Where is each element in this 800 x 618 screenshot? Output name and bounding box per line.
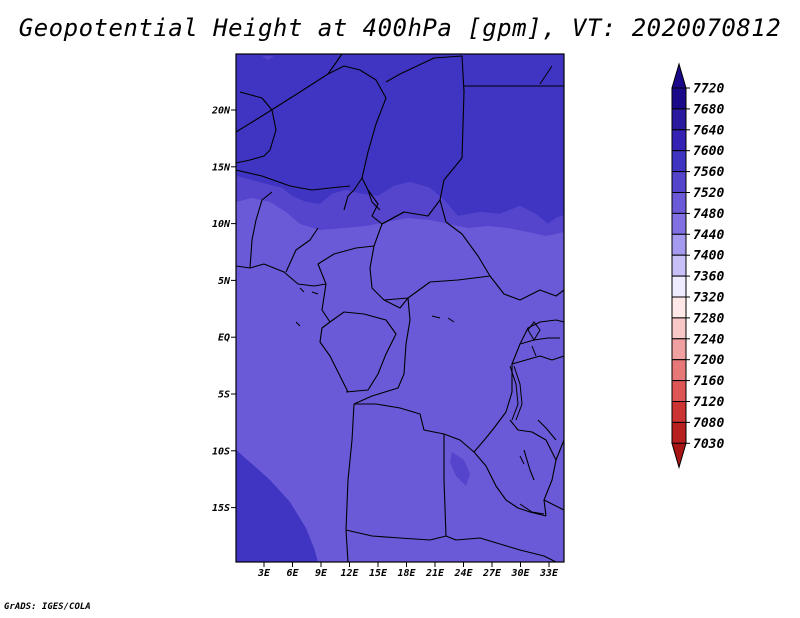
colorbar-label: 7680 xyxy=(693,102,724,117)
country-borders xyxy=(235,53,565,563)
colorbar-label: 7480 xyxy=(693,207,724,222)
colorbar-segment xyxy=(671,380,687,403)
colorbar-segment xyxy=(671,401,687,423)
colorbar-label: 7720 xyxy=(693,82,724,97)
colorbar-segment xyxy=(671,87,687,110)
colorbar-segment xyxy=(671,212,687,235)
height-band-7640-north xyxy=(236,54,564,224)
lat-tick-label: 15N xyxy=(212,162,231,173)
colorbar-segment xyxy=(671,233,687,256)
colorbar-label: 7030 xyxy=(693,437,724,452)
colorbar-top-arrow xyxy=(671,62,687,89)
lat-tick-label: 15S xyxy=(212,503,230,514)
map-panel xyxy=(235,53,565,563)
lon-tick-label: 15E xyxy=(369,568,388,579)
latitude-axis: 20N 15N 10N 5N EQ 5S 10S 15S xyxy=(211,106,236,514)
colorbar-segment xyxy=(671,421,687,444)
lat-tick-label: 10N xyxy=(212,219,231,230)
lon-tick-label: 21E xyxy=(425,568,445,579)
colorbar-segment xyxy=(671,192,687,214)
lon-tick-label: 27E xyxy=(482,568,502,579)
colorbar-label: 7440 xyxy=(693,228,724,243)
colorbar-label: 7320 xyxy=(693,291,724,306)
height-band-7600-spot xyxy=(450,452,470,486)
lon-tick-label: 6E xyxy=(286,568,299,579)
colorbar-segment xyxy=(671,254,687,277)
height-band-7600-top-edge xyxy=(262,56,274,60)
lon-tick-label: 3E xyxy=(257,568,271,579)
colorbar-segment xyxy=(671,171,687,194)
colorbar-label: 7080 xyxy=(693,416,724,431)
lon-tick-label: 33E xyxy=(539,568,559,579)
lon-tick-label: 24E xyxy=(453,568,473,579)
colorbar-label: 7600 xyxy=(693,144,724,159)
lon-tick-label: 12E xyxy=(340,568,359,579)
colorbar-segment xyxy=(671,296,687,319)
colorbar-segment xyxy=(671,338,687,361)
colorbar-label: 7240 xyxy=(693,332,724,347)
colorbar-segment xyxy=(671,317,687,340)
map-frame xyxy=(235,53,565,563)
colorbar-label: 7200 xyxy=(693,353,724,368)
colorbar-segment xyxy=(671,359,687,382)
lon-tick-label: 9E xyxy=(315,568,328,579)
lakes xyxy=(295,65,553,515)
colorbar: 7720 7680 7640 7600 7560 7520 7480 7440 7400 7360… xyxy=(671,62,724,470)
lat-tick-label: 5S xyxy=(218,390,230,401)
colorbar-segment xyxy=(671,150,687,173)
colorbar-label: 7120 xyxy=(693,395,724,410)
grads-credit: GrADS: IGES/COLA xyxy=(4,602,91,612)
lat-tick-label: 10S xyxy=(212,446,230,457)
lat-tick-label: 5N xyxy=(218,276,231,287)
colorbar-label: 7280 xyxy=(693,311,724,326)
lon-tick-label: 30E xyxy=(510,568,530,579)
colorbar-segment xyxy=(671,275,687,298)
colorbar-segment xyxy=(671,108,687,131)
height-band-7600-southwest xyxy=(236,450,318,562)
colorbar-label: 7160 xyxy=(693,374,724,389)
colorbar-label: 7520 xyxy=(693,186,724,201)
height-band-7600-central xyxy=(236,176,564,236)
colorbar-bottom-arrow xyxy=(671,442,687,470)
lat-tick-label: 20N xyxy=(211,106,231,117)
lon-tick-label: 18E xyxy=(397,568,416,579)
colorbar-label: 7640 xyxy=(693,123,724,138)
lat-tick-label: EQ xyxy=(218,333,230,344)
colorbar-label: 7400 xyxy=(693,249,724,264)
longitude-axis: 3E 6E 9E 12E 15E 18E 21E 24E 27E 30E 33E xyxy=(257,562,559,579)
colorbar-segment xyxy=(671,129,687,152)
chart-title: Geopotential Height at 400hPa [gpm], VT:… xyxy=(18,14,782,42)
colorbar-label: 7560 xyxy=(693,165,724,180)
colorbar-label: 7360 xyxy=(693,270,724,285)
